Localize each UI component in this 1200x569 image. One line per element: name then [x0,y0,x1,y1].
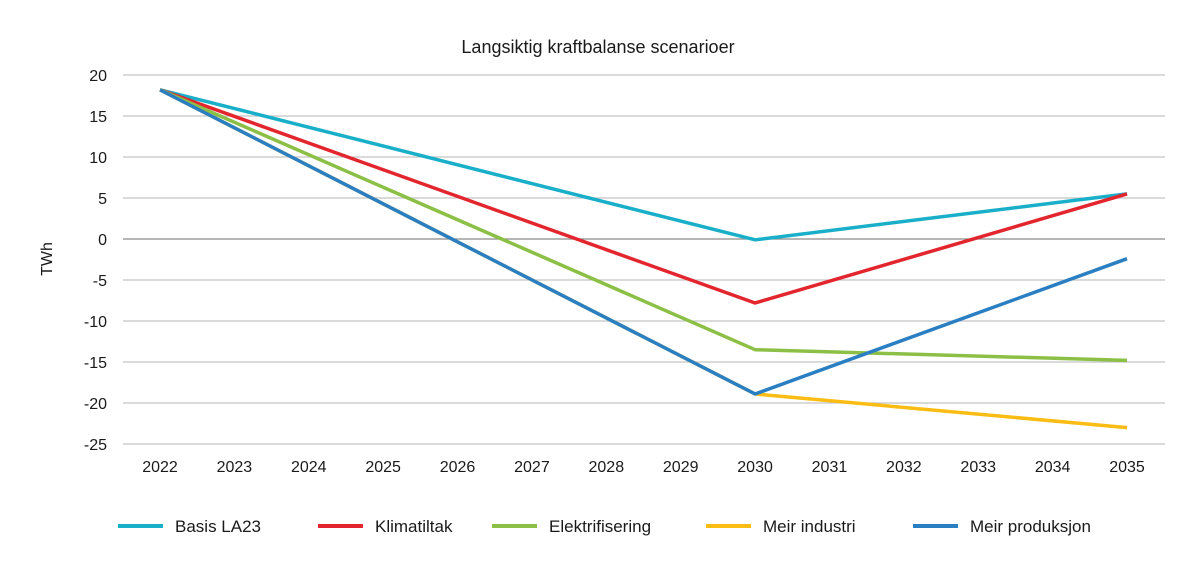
x-tick-label: 2031 [812,459,848,476]
legend-item: Klimatiltak [318,517,453,536]
x-tick-label: 2032 [886,459,922,476]
legend-item: Meir industri [706,517,856,536]
series-line-klimatiltak [159,88,1128,305]
y-tick-label: -15 [84,355,107,372]
y-tick-label: -25 [84,437,107,454]
legend-label: Elektrifisering [549,517,651,536]
x-tick-label: 2026 [440,459,476,476]
legend-label: Meir produksjon [970,517,1091,536]
y-tick-label: 20 [89,68,107,85]
x-tick-label: 2024 [291,459,327,476]
x-tick-label: 2035 [1109,459,1145,476]
y-tick-label: -20 [84,396,107,413]
x-tick-label: 2023 [217,459,253,476]
x-tick-label: 2025 [365,459,401,476]
y-axis-label: TWh [39,242,56,276]
y-tick-label: 0 [98,232,107,249]
y-tick-label: -10 [84,314,107,331]
legend-item: Elektrifisering [492,517,651,536]
x-tick-label: 2028 [589,459,625,476]
x-tick-label: 2022 [142,459,178,476]
legend-item: Meir produksjon [913,517,1091,536]
x-tick-label: 2027 [514,459,550,476]
x-tick-label: 2029 [663,459,699,476]
y-tick-label: 10 [89,150,107,167]
legend-label: Meir industri [763,517,856,536]
x-tick-label: 2034 [1035,459,1071,476]
series-line-basis-la23 [159,88,1128,242]
legend-label: Basis LA23 [175,517,261,536]
y-tick-label: 5 [98,191,107,208]
chart-title: Langsiktig kraftbalanse scenarioer [461,37,734,57]
legend-item: Basis LA23 [118,517,261,536]
x-tick-label: 2033 [960,459,996,476]
x-tick-label: 2030 [737,459,773,476]
y-tick-label: -5 [93,273,107,290]
y-tick-label: 15 [89,109,107,126]
series-line-elektrifisering [159,88,1128,363]
legend-label: Klimatiltak [375,517,453,536]
series-line-meir-produksjon [159,88,1128,396]
